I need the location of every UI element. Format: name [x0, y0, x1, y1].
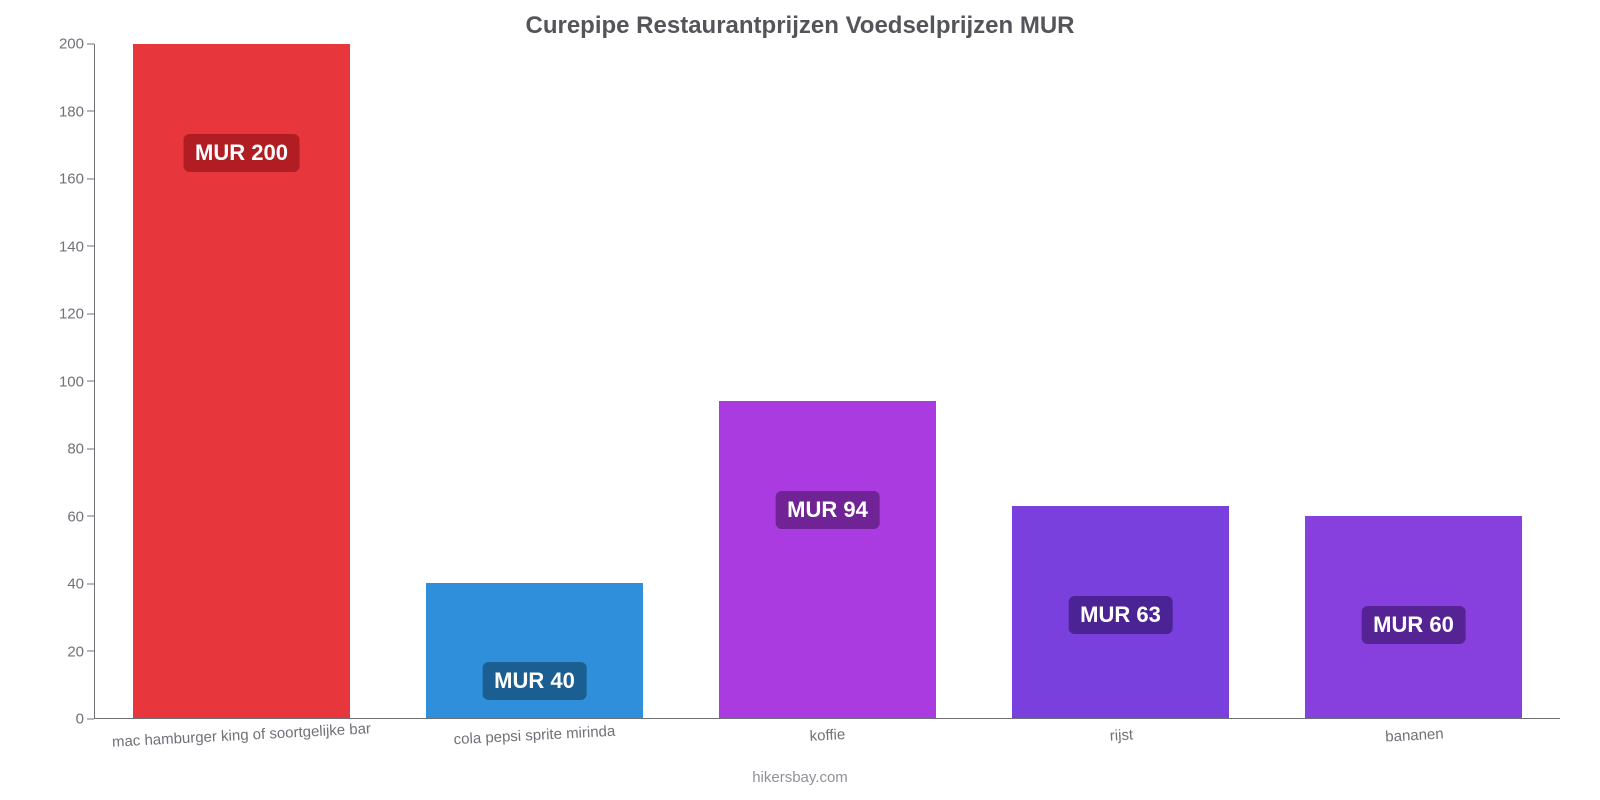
value-badge: MUR 60 [1361, 606, 1466, 644]
plot-area: MUR 200 MUR 40 MUR 94 MUR 63 MUR 60 [94, 44, 1560, 719]
value-badge: MUR 94 [775, 491, 880, 529]
y-tick-label: 80 [67, 441, 84, 458]
y-axis: 020406080100120140160180200 [24, 44, 94, 719]
bar-slot: MUR 60 [1267, 44, 1560, 718]
y-tick-label: 0 [76, 711, 84, 728]
x-axis: mac hamburger king of soortgelijke barco… [0, 719, 1600, 769]
value-badge: MUR 40 [482, 662, 587, 700]
bar-slot: MUR 63 [974, 44, 1267, 718]
value-badge: MUR 63 [1068, 596, 1173, 634]
y-tick-label: 140 [59, 238, 84, 255]
bar: MUR 63 [1012, 506, 1229, 718]
y-tick-label: 120 [59, 306, 84, 323]
y-tick-label: 20 [67, 643, 84, 660]
bar: MUR 40 [426, 583, 643, 718]
y-tick-label: 200 [59, 36, 84, 53]
plot-row: 020406080100120140160180200 MUR 200MUR 4… [0, 44, 1600, 719]
bar-slot: MUR 200 [95, 44, 388, 718]
bars-group: MUR 200 MUR 40 MUR 94 MUR 63 MUR 60 [95, 44, 1560, 718]
chart-container: Curepipe Restaurantprijzen Voedselprijze… [0, 0, 1600, 800]
y-tick-label: 40 [67, 576, 84, 593]
bar-slot: MUR 94 [681, 44, 974, 718]
y-tick-label: 160 [59, 171, 84, 188]
chart-title: Curepipe Restaurantprijzen Voedselprijze… [0, 0, 1600, 44]
bar: MUR 60 [1305, 516, 1522, 718]
bar: MUR 94 [719, 401, 936, 718]
y-tick-label: 180 [59, 103, 84, 120]
bar-slot: MUR 40 [388, 44, 681, 718]
credit-text: hikersbay.com [0, 769, 1600, 800]
y-tick-label: 60 [67, 508, 84, 525]
bar: MUR 200 [133, 44, 350, 718]
y-tick-label: 100 [59, 373, 84, 390]
value-badge: MUR 200 [183, 134, 300, 172]
